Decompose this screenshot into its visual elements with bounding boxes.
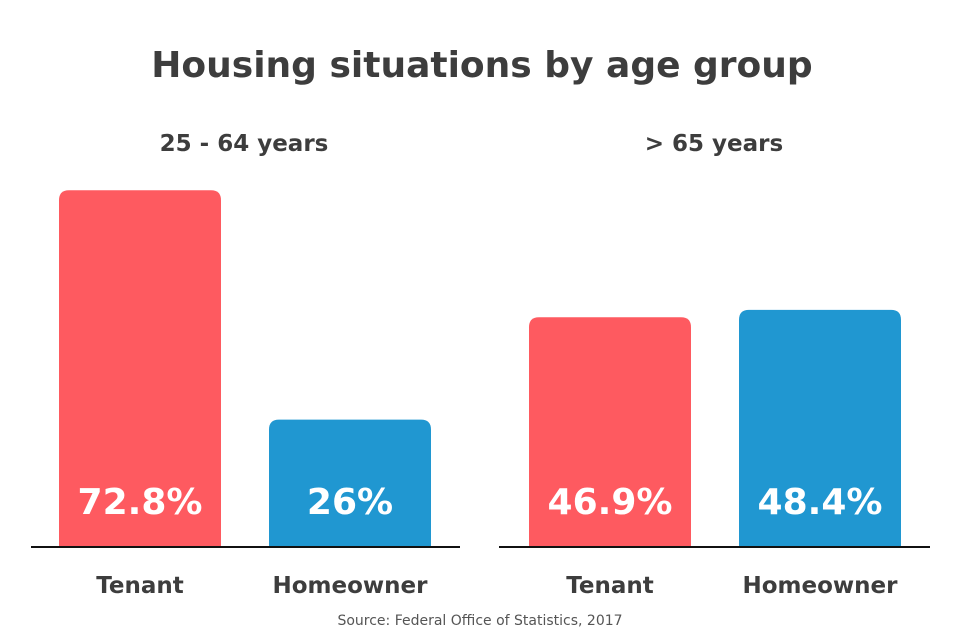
value-label: 72.8% xyxy=(78,482,203,523)
value-label: 48.4% xyxy=(758,482,883,523)
group-label: > 65 years xyxy=(645,131,783,157)
bar-group: > 65 years 46.9% Tenant 48.4% Homeowner xyxy=(499,131,930,599)
source-note: Source: Federal Office of Statistics, 20… xyxy=(337,613,622,629)
bar-homeowner xyxy=(269,419,431,547)
category-label: Homeowner xyxy=(743,573,899,599)
bar-tenant xyxy=(59,190,221,547)
bar-tenant xyxy=(529,317,691,547)
category-label: Tenant xyxy=(566,573,654,599)
category-label: Homeowner xyxy=(273,573,429,599)
value-label: 46.9% xyxy=(548,482,673,523)
bar-homeowner xyxy=(739,309,901,547)
bar-group: 25 - 64 years 72.8% Tenant 26% Homeowner xyxy=(31,131,460,599)
chart-title: Housing situations by age group xyxy=(151,45,812,86)
value-label: 26% xyxy=(307,482,393,523)
group-label: 25 - 64 years xyxy=(160,131,329,157)
category-label: Tenant xyxy=(96,573,184,599)
